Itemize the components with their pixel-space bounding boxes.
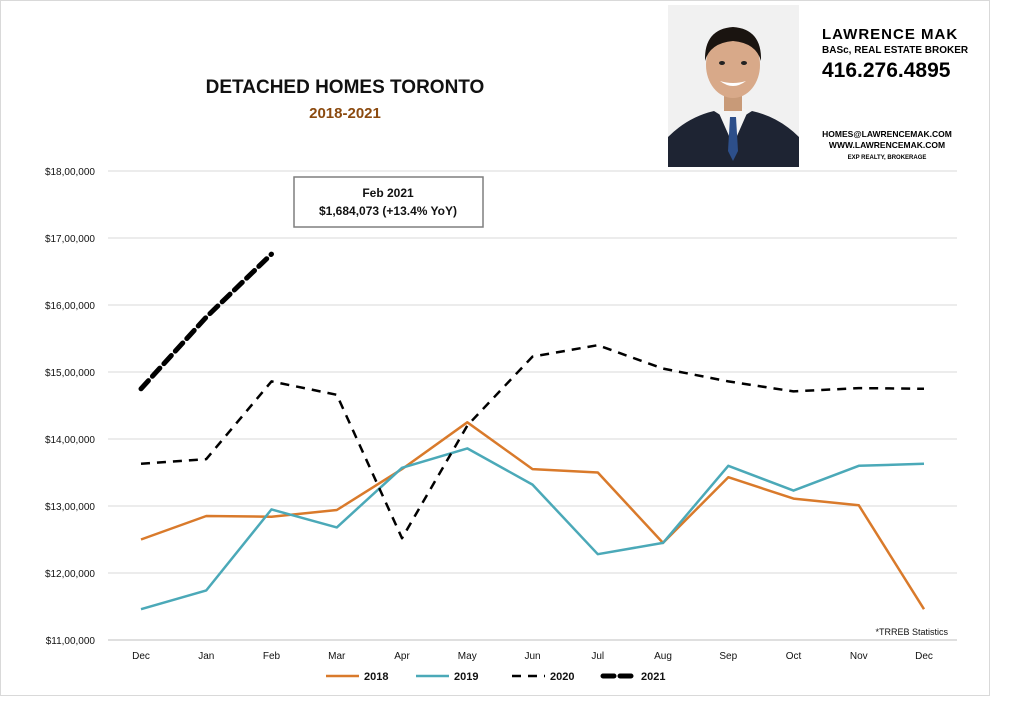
chart-legend: 2018 2019 2020 2021 [326,671,665,683]
series-line-2018 [140,421,926,610]
chart-frame [0,0,990,696]
y-tick-label: $16,00,000 [45,301,95,312]
legend-label-2018: 2018 [364,671,388,683]
x-tick-label: Aug [654,651,672,662]
x-tick-label: Jul [591,651,604,662]
agent-name: LAWRENCE MAK [822,26,959,43]
agent-phone: 416.276.4895 [822,59,951,82]
agent-email: HOMES@LAWRENCEMAK.COM [822,129,952,139]
x-tick-label: Mar [328,651,346,662]
y-tick-label: $13,00,000 [45,502,95,513]
agent-photo [668,5,799,167]
agent-title: BASc, REAL ESTATE BROKER [822,45,969,56]
x-tick-label: Jan [198,651,214,662]
source-note: *TRREB Statistics [875,627,948,637]
y-tick-label: $15,00,000 [45,368,95,379]
x-tick-label: Apr [394,651,410,662]
chart-series [138,251,926,611]
chart-grid [108,170,957,641]
legend-label-2021: 2021 [641,671,665,683]
chart-subtitle: 2018-2021 [309,105,381,122]
x-tick-label: May [458,651,477,662]
x-tick-label: Dec [132,651,150,662]
x-tick-label: Sep [719,651,737,662]
series-line-2019 [140,447,925,611]
x-tick-label: Jun [524,651,540,662]
y-tick-label: $12,00,000 [45,569,95,580]
legend-label-2020: 2020 [550,671,574,683]
y-tick-label: $17,00,000 [45,234,95,245]
agent-website: WWW.LAWRENCEMAK.COM [828,140,946,150]
x-tick-label: Nov [850,651,868,662]
x-tick-label: Dec [915,651,933,662]
x-tick-label: Feb [263,651,281,662]
chart-title: DETACHED HOMES TORONTO [205,77,485,98]
x-axis: Dec Jan Feb Mar Apr May Jun Jul Aug Sep Oct Nov Dec [132,651,933,662]
y-tick-label: $18,00,000 [45,167,95,178]
x-tick-label: Oct [786,651,802,662]
annotation-line-1: Feb 2021 [362,186,414,200]
annotation-line-2: $1,684,073 (+13.4% YoY) [319,204,457,218]
agent-brokerage: EXP REALTY, BROKERAGE [847,155,927,161]
y-axis: $11,00,000 $12,00,000 $13,00,000 $14,00,000… [45,167,95,647]
annotation-box: Feb 2021 $1,684,073 (+13.4% YoY) [293,176,484,228]
y-tick-label: $14,00,000 [45,435,95,446]
y-tick-label: $11,00,000 [46,636,96,647]
legend-label-2019: 2019 [454,671,478,683]
series-line-2021 [138,251,274,392]
series-line-2020 [140,343,925,540]
